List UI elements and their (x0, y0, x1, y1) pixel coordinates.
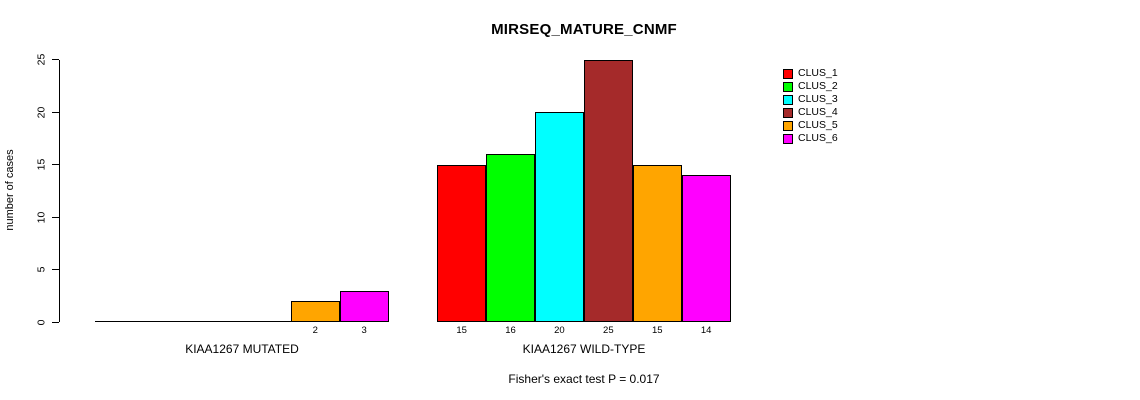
bar-clus_6-wildtype (681, 175, 731, 322)
bar-value-label: 20 (554, 325, 565, 336)
bar-clus_6-mutated (339, 290, 389, 322)
group-label-mutated: KIAA1267 MUTATED (185, 342, 299, 356)
y-tick-mark (52, 59, 59, 60)
chart-title: MIRSEQ_MATURE_CNMF (491, 21, 677, 38)
y-axis-line (58, 59, 60, 322)
legend-swatch-icon (783, 94, 793, 105)
y-tick-label: 5 (35, 266, 48, 273)
bar-value-label: 14 (700, 325, 712, 336)
legend-item-clus_5: CLUS_5 (783, 119, 838, 132)
legend-swatch-icon (783, 133, 793, 144)
legend-swatch-icon (783, 81, 793, 92)
legend-item-clus_3: CLUS_3 (783, 93, 838, 106)
bar-value-label: 25 (603, 325, 614, 336)
bar-clus_5-wildtype (632, 164, 682, 322)
legend: CLUS_1 CLUS_2 CLUS_3 CLUS_4 CLUS_5 CLUS_6 (783, 67, 838, 145)
legend-label: CLUS_3 (798, 93, 838, 106)
y-tick-mark (52, 269, 59, 270)
legend-label: CLUS_6 (798, 132, 838, 145)
legend-label: CLUS_2 (798, 80, 838, 93)
bar-value-label: 3 (361, 325, 367, 336)
legend-swatch-icon (783, 68, 793, 79)
legend-label: CLUS_1 (798, 67, 838, 80)
y-tick-label: 10 (35, 211, 48, 223)
bar-clus_3-wildtype (535, 112, 584, 322)
legend-item-clus_2: CLUS_2 (783, 80, 838, 93)
legend-item-clus_1: CLUS_1 (783, 67, 838, 80)
y-axis-title: number of cases (4, 149, 16, 231)
bar-value-label: 15 (456, 325, 467, 336)
fisher-test-annotation: Fisher's exact test P = 0.017 (508, 372, 660, 386)
bar-value-label: 16 (505, 325, 516, 336)
y-tick-mark (52, 321, 59, 323)
bar-clus_2-wildtype (486, 154, 535, 322)
y-tick-label: 25 (35, 53, 48, 66)
y-tick-mark (52, 216, 59, 218)
bar-value-label: 15 (651, 325, 663, 336)
y-tick-label: 0 (35, 319, 48, 325)
group-label-wildtype: KIAA1267 WILD-TYPE (522, 342, 646, 356)
bar-clus_5-mutated (290, 301, 340, 322)
legend-item-clus_6: CLUS_6 (783, 132, 838, 145)
legend-item-clus_4: CLUS_4 (783, 106, 838, 119)
y-tick-mark (52, 111, 59, 113)
legend-label: CLUS_5 (798, 119, 838, 132)
bar-value-label: 2 (312, 325, 318, 336)
legend-swatch-icon (783, 120, 793, 131)
y-tick-label: 20 (35, 106, 48, 118)
legend-swatch-icon (783, 107, 793, 118)
y-tick-label: 15 (35, 158, 48, 171)
legend-label: CLUS_4 (798, 106, 838, 119)
y-tick-mark (52, 164, 59, 165)
zero-baseline (95, 321, 389, 322)
bar-clus_1-wildtype (437, 164, 487, 322)
bar-clus_4-wildtype (583, 59, 633, 322)
